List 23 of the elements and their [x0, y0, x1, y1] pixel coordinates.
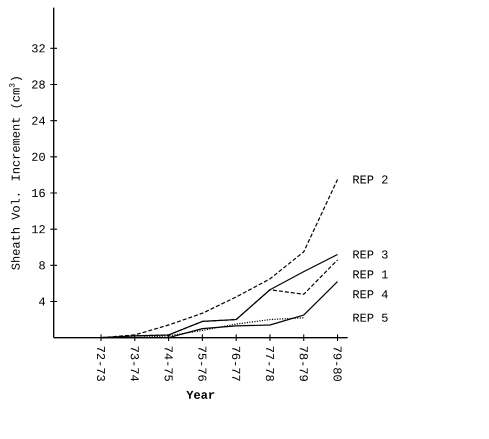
- x-tick-label: 79-80: [333, 346, 342, 381]
- y-axis-title: Sheath Vol. Increment (cm$^{3}$): [9, 77, 22, 270]
- series-label: REP 2: [353, 175, 388, 184]
- y-tick-label: 12: [32, 225, 45, 234]
- series-label: REP 4: [353, 290, 388, 298]
- y-tick-label: 28: [32, 80, 45, 89]
- x-tick-label: 74-75: [164, 346, 173, 381]
- text: REP 5: [353, 314, 388, 322]
- x-tick-label: 76-77: [232, 346, 240, 381]
- series-label: REP 3: [353, 250, 388, 259]
- x-tick-label: 72-73: [96, 346, 106, 381]
- x-tick-label: 73-74: [130, 346, 139, 382]
- y-tick-label: 16: [32, 188, 45, 198]
- x-tick-label: 78-79: [300, 346, 308, 381]
- x-tick-label: 77-78: [266, 346, 274, 381]
- x-tick-label: 75-76: [198, 346, 206, 381]
- y-tick-label: 8: [39, 261, 45, 270]
- y-tick-label: 4: [39, 298, 46, 306]
- series-label: REP 1: [353, 270, 388, 278]
- y-tick-label: 24: [32, 116, 46, 125]
- y-tick-label: 20: [32, 152, 45, 161]
- y-tick-label: 32: [32, 44, 45, 52]
- x-axis-title: Year: [186, 390, 214, 399]
